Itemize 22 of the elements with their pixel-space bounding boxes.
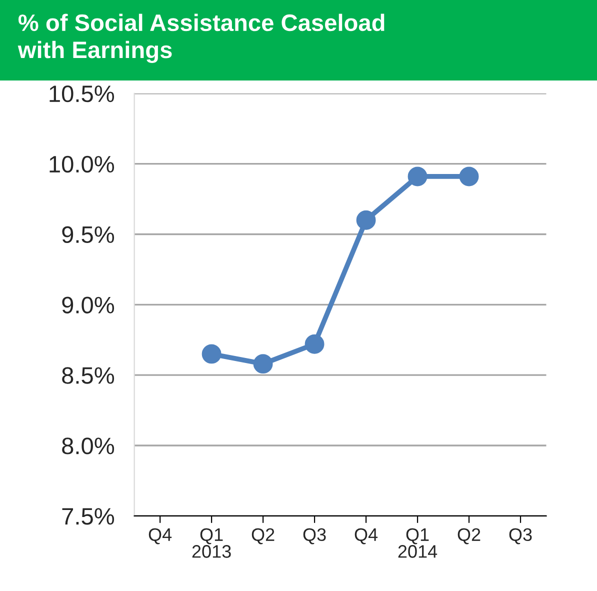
point	[459, 166, 479, 186]
x-tick-label: Q1 2013	[192, 528, 231, 558]
point	[356, 210, 376, 230]
x-tick-label: Q3	[509, 528, 532, 544]
y-tick-label: 9.5%	[62, 226, 114, 244]
chart-title: % of Social Assistance Caseload with Earnings	[18, 14, 384, 64]
y-tick-label: 7.5%	[62, 508, 114, 525]
x-tick-label: Q4	[148, 528, 172, 544]
x-tick-label: Q2	[458, 528, 480, 544]
x-tick-label: Q2	[252, 528, 274, 544]
y-tick-label: 8.0%	[62, 438, 114, 454]
y-tick-label: 10.5%	[50, 85, 114, 102]
point	[202, 344, 222, 364]
point	[408, 166, 428, 186]
x-tick-label: Q3	[303, 528, 326, 544]
x-tick-label: Q4	[354, 528, 378, 544]
x-tick-label: Q1 2014	[398, 528, 438, 558]
point	[304, 334, 324, 354]
y-tick-label: 9.0%	[62, 296, 114, 314]
y-tick-label: 10.0%	[50, 156, 114, 173]
y-tick-label: 8.5%	[62, 367, 114, 384]
point	[253, 354, 273, 374]
